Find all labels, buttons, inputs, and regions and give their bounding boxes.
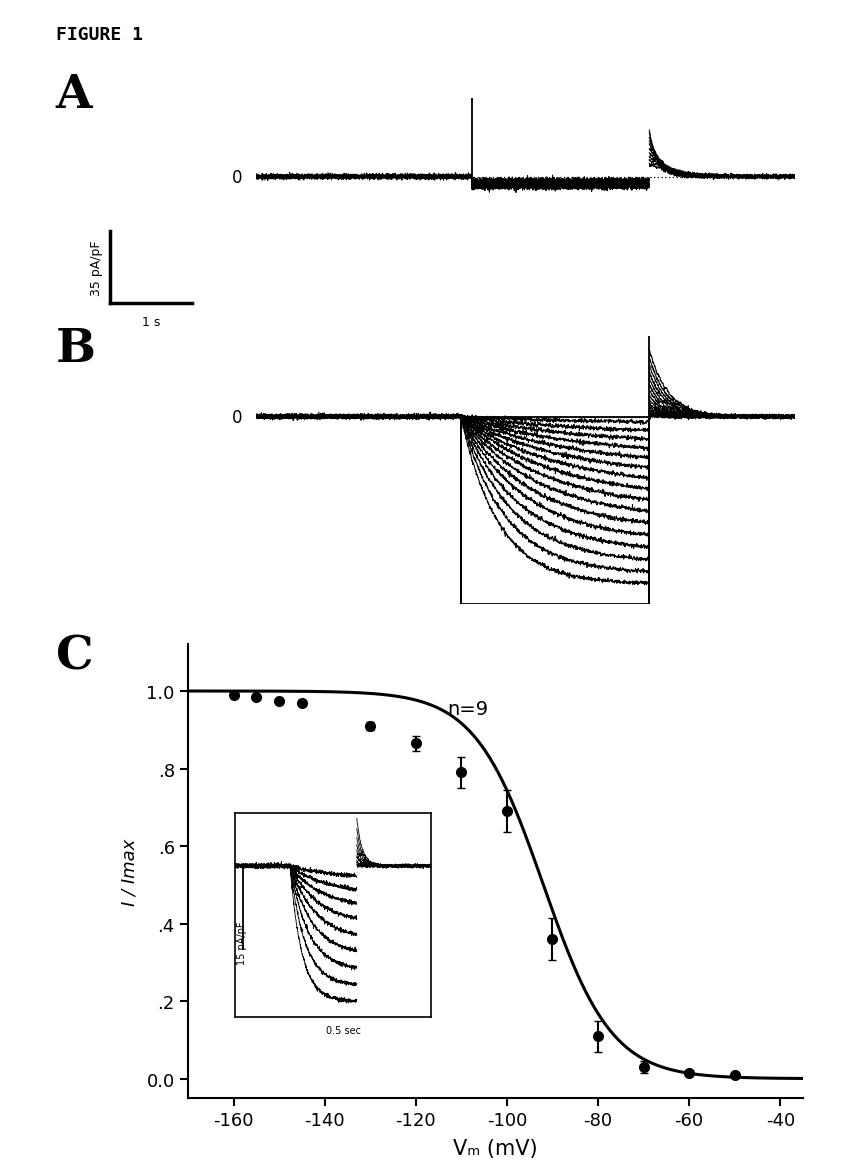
Text: 35 pA/pF: 35 pA/pF (90, 239, 102, 295)
Text: 1 s: 1 s (142, 315, 160, 329)
Y-axis label: I / Imax: I / Imax (120, 838, 138, 905)
Text: 0.5 sec: 0.5 sec (325, 1025, 360, 1035)
Text: n=9: n=9 (447, 700, 488, 718)
Bar (460, 417, 649, 604)
Text: 0: 0 (232, 408, 243, 426)
Text: 0: 0 (232, 168, 243, 186)
Text: FIGURE 1: FIGURE 1 (56, 26, 143, 43)
Text: A: A (56, 72, 92, 119)
Text: B: B (56, 325, 96, 372)
Text: C: C (56, 633, 93, 680)
Text: 15 pA/pF: 15 pA/pF (237, 921, 247, 964)
X-axis label: Vₘ (mV): Vₘ (mV) (453, 1138, 538, 1157)
